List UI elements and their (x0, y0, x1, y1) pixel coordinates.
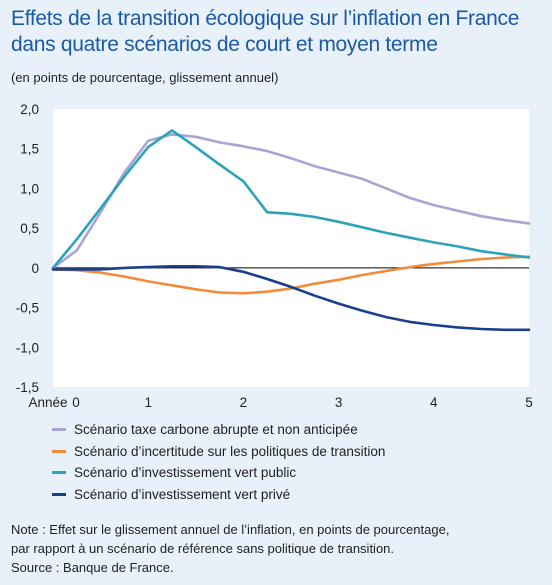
line-chart: 2,0 1,5 1,0 0,5 0 -0,5 -1,0 -1,5 Année 0 1 2 3 4 5 (16, 102, 533, 410)
legend-item: Scénario d’investissement vert privé (52, 484, 385, 506)
y-tick-label: 0,5 (20, 221, 39, 236)
legend-item: Scénario taxe carbone abrupte et non ant… (52, 419, 385, 441)
legend-item: Scénario d’incertitude sur les politique… (52, 441, 385, 463)
plot-area (53, 109, 529, 387)
x-tick-label: 5 (525, 395, 533, 410)
chart-subtitle: (en points de pourcentage, glissement an… (11, 70, 279, 85)
legend-swatch (52, 428, 66, 432)
y-tick-label: 2,0 (20, 102, 39, 117)
y-tick-label: -1,0 (16, 340, 39, 355)
note-line: par rapport à un scénario de référence s… (11, 541, 395, 556)
legend-label: Scénario d’incertitude sur les politique… (74, 443, 386, 459)
series-line (51, 129, 531, 270)
legend-swatch (52, 449, 66, 453)
legend-label: Scénario d’investissement vert privé (74, 486, 291, 502)
series-line (51, 264, 531, 332)
legend-swatch (52, 492, 66, 496)
y-tick-label: -1,5 (16, 380, 39, 395)
x-tick-label: 3 (335, 395, 343, 410)
chart-note: Note : Effet sur le glissement annuel de… (11, 520, 546, 577)
x-tick-label: 1 (144, 395, 152, 410)
x-tick-label: 2 (240, 395, 248, 410)
y-tick-label: 1,0 (20, 181, 39, 196)
legend-item: Scénario d’investissement vert public (52, 462, 385, 484)
series-line (51, 133, 531, 270)
x-axis-label: Année (28, 395, 67, 410)
y-tick-label: -0,5 (16, 301, 39, 316)
legend-label: Scénario d’investissement vert public (74, 465, 297, 480)
legend-label: Scénario taxe carbone abrupte et non ant… (74, 422, 358, 437)
note-line: Note : Effet sur le glissement annuel de… (11, 522, 450, 537)
source-line: Source : Banque de France. (11, 560, 174, 575)
x-tick-label: 4 (430, 395, 438, 410)
y-tick-label: 0 (31, 261, 39, 276)
series-line (51, 255, 531, 295)
legend-swatch (52, 471, 66, 475)
legend: Scénario taxe carbone abrupte et non ant… (52, 419, 385, 505)
chart-title: Effets de la transition écologique sur l… (11, 7, 520, 56)
x-tick-label: 0 (72, 395, 80, 410)
y-tick-label: 1,5 (20, 142, 39, 157)
